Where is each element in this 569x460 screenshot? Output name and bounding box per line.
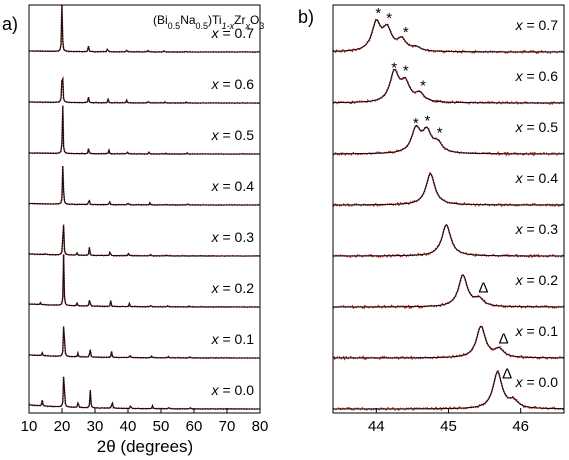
asterisk-peak-marker: * [403,24,409,41]
x-tick-label: 46 [512,418,529,435]
composition-label: x = 0.7 [515,17,559,33]
composition-label: x = 0.6 [211,76,255,92]
x-tick-label: 30 [87,418,104,435]
composition-label: x = 0.1 [211,331,255,347]
x-tick-label: 40 [120,418,137,435]
panel-a-plot: 10 20 30 40 50 60 70 80 x = 0.7x = 0.6x = 0.5x … [21,4,269,435]
composition-label: x = 0.4 [211,178,255,194]
composition-label: x = 0.2 [211,280,255,296]
fit-pattern-series [333,173,564,206]
formula-label: (Bi0.5Na0.5)Ti1-xZrxO3 [153,13,264,31]
panel-a-frame [28,4,261,414]
asterisk-peak-marker: * [386,10,392,27]
composition-label: x = 0.6 [515,68,559,84]
panel-b-frame [332,4,565,414]
asterisk-peak-marker: * [437,124,443,141]
panel-label-b: b) [298,7,314,27]
x-tick-label: 60 [186,418,203,435]
fit-pattern-series [333,68,564,104]
asterisk-peak-marker: * [375,5,381,22]
composition-label: x = 0.3 [211,229,255,245]
fit-pattern-series [29,224,260,257]
panel-b-peak-markers: * * * * * * * * * Δ Δ Δ [375,5,512,383]
fit-pattern-series [29,77,260,104]
composition-label: x = 0.1 [515,323,559,339]
x-tick-label: 80 [252,418,269,435]
delta-peak-marker: Δ [478,279,488,296]
fit-pattern-series [333,124,564,155]
composition-label: x = 0.3 [515,221,559,237]
fit-pattern-series [333,325,564,359]
fit-pattern-series [333,274,564,308]
panel-b-x-ticks: 44 45 46 [368,408,529,435]
x-tick-label: 50 [153,418,170,435]
fit-pattern-series [29,5,260,53]
composition-label: x = 0.5 [515,119,559,135]
fit-pattern-series [28,376,260,410]
x-tick-label: 70 [219,418,236,435]
fit-pattern-series [333,19,564,53]
fit-pattern-series [333,224,564,257]
panel-label-a: a) [2,14,18,34]
panel-a-series-group [28,5,261,411]
asterisk-peak-marker: * [424,113,430,130]
x-tick-label: 10 [21,418,38,435]
composition-label: x = 0.2 [515,272,559,288]
panel-b-plot: 44 45 46 x = 0.7x = 0.6x = 0.5x = 0.4x = 0… [332,4,565,435]
composition-label: x = 0.5 [211,127,255,143]
panel-b-composition-labels: x = 0.7 x = 0.6 x = 0.5 x = 0.4 x = 0.3 x = 0… [515,17,559,390]
delta-peak-marker: Δ [502,365,512,382]
asterisk-peak-marker: * [413,115,419,132]
composition-label: x = 0.4 [515,170,559,186]
panel-a-x-axis-title: 2θ (degrees) [97,437,193,456]
asterisk-peak-marker: * [420,77,426,94]
asterisk-peak-marker: * [403,63,409,80]
delta-peak-marker: Δ [499,330,509,347]
x-tick-label: 44 [368,418,385,435]
fit-pattern-series [28,326,260,359]
fit-pattern-series [29,165,260,206]
fit-pattern-series [29,105,260,155]
panel-a-x-ticks: 10 20 30 40 50 60 70 80 [21,408,269,435]
composition-label: x = 0.7 [211,25,255,41]
asterisk-peak-marker: * [391,60,397,77]
panel-a-composition-labels: x = 0.7 x = 0.6 x = 0.5 x = 0.4 x = 0.3 x = 0… [211,25,255,398]
x-tick-label: 20 [54,418,71,435]
panel-b-series-group [332,18,565,412]
composition-label: x = 0.0 [211,382,255,398]
fit-pattern-series [28,254,260,308]
composition-label: x = 0.0 [515,374,559,390]
x-tick-label: 45 [440,418,457,435]
